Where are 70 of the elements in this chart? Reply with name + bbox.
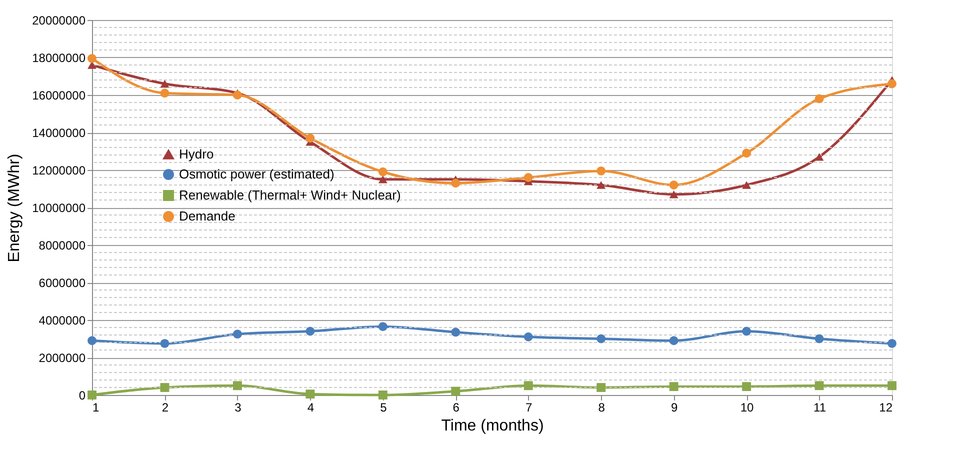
point: [378, 176, 388, 184]
x-tick-label: 8: [598, 400, 606, 414]
y-tick-label: 16000000: [32, 88, 86, 102]
y-tick-label: 2000000: [38, 351, 86, 365]
point: [888, 79, 896, 88]
legend-label: Hydro: [179, 146, 214, 162]
point: [814, 381, 824, 390]
point: [814, 153, 824, 161]
point: [524, 381, 533, 390]
y-tick-label: 10000000: [32, 201, 86, 215]
point: [669, 382, 678, 392]
point: [88, 54, 96, 63]
y-tick-label: 4000000: [38, 314, 86, 328]
point: [669, 180, 678, 190]
point: [742, 148, 752, 158]
point: [160, 338, 170, 348]
point: [596, 166, 606, 176]
point: [669, 336, 678, 346]
point: [888, 338, 896, 348]
x-tick-label: 2: [162, 400, 169, 414]
y-tick-label: 8000000: [38, 238, 86, 252]
point: [814, 334, 824, 344]
point: [160, 88, 170, 98]
y-tick-label: 0: [78, 388, 86, 402]
point: [451, 386, 460, 396]
y-axis-title: Energy (MWhr): [6, 154, 24, 262]
point: [596, 181, 606, 189]
point: [596, 383, 606, 392]
legend-label: Renewable (Thermal+ Wind+ Nuclear): [179, 188, 401, 202]
x-axis-title: Time (months): [441, 418, 544, 434]
legend-label: Demande: [179, 208, 236, 224]
y-tick-label: 20000000: [32, 14, 86, 28]
point: [378, 390, 388, 400]
x-tick-label: 6: [452, 400, 460, 414]
point: [160, 80, 170, 88]
point: [742, 382, 752, 392]
y-tick-label: 12000000: [32, 164, 86, 178]
point: [232, 330, 242, 339]
point: [306, 390, 315, 399]
point: [306, 326, 315, 336]
x-tick-label: 12: [879, 400, 893, 414]
x-tick-label: 3: [234, 400, 242, 414]
point: [232, 90, 242, 100]
y-tick-label: 14000000: [32, 126, 86, 140]
point: [306, 134, 315, 143]
point: [378, 167, 388, 176]
point: [742, 181, 752, 189]
point: [451, 178, 460, 188]
x-tick-label: 11: [814, 400, 826, 414]
y-tick-label: 18000000: [32, 51, 86, 65]
point: [160, 383, 170, 392]
point: [888, 381, 896, 390]
point: [524, 173, 533, 182]
point: [451, 328, 460, 337]
point: [88, 336, 96, 346]
x-tick-label: 5: [380, 400, 388, 414]
point: [232, 381, 242, 390]
point: [669, 190, 678, 198]
x-tick-label: 9: [670, 400, 678, 414]
x-tick-label: 1: [92, 400, 100, 414]
point: [524, 332, 533, 342]
x-tick-label: 4: [307, 400, 314, 414]
point: [742, 326, 752, 336]
y-tick-label: 6000000: [38, 276, 86, 290]
x-tick-label: 7: [526, 400, 533, 414]
legend-label: Osmotic power (estimated): [179, 166, 334, 182]
point: [814, 94, 824, 104]
x-tick-label: 10: [740, 400, 754, 414]
point: [378, 322, 388, 332]
point: [596, 334, 606, 344]
